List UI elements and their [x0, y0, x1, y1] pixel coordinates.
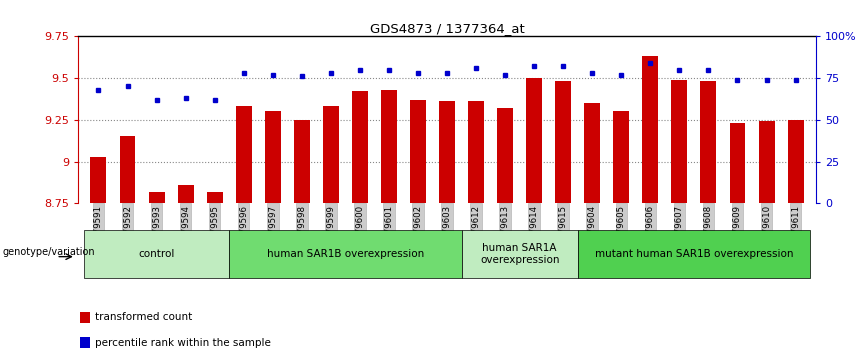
Bar	[614, 111, 629, 203]
Bar	[497, 108, 513, 203]
Text: genotype/variation: genotype/variation	[3, 246, 95, 257]
Bar	[148, 192, 165, 203]
Bar	[787, 120, 804, 203]
Bar	[293, 120, 310, 203]
Bar	[120, 136, 135, 203]
Bar	[265, 111, 280, 203]
Text: percentile rank within the sample: percentile rank within the sample	[95, 338, 271, 347]
FancyBboxPatch shape	[462, 230, 578, 278]
Text: transformed count: transformed count	[95, 312, 192, 322]
Text: mutant human SAR1B overexpression: mutant human SAR1B overexpression	[595, 249, 793, 259]
Bar	[178, 185, 194, 203]
Bar	[236, 106, 252, 203]
Bar	[207, 192, 222, 203]
Bar	[729, 123, 746, 203]
Text: control: control	[138, 249, 174, 259]
Bar	[526, 78, 542, 203]
Bar	[323, 106, 339, 203]
Bar	[80, 311, 90, 323]
FancyBboxPatch shape	[578, 230, 810, 278]
Bar	[700, 81, 716, 203]
Bar	[556, 81, 571, 203]
Text: human SAR1A
overexpression: human SAR1A overexpression	[480, 243, 559, 265]
Title: GDS4873 / 1377364_at: GDS4873 / 1377364_at	[370, 22, 524, 35]
FancyBboxPatch shape	[229, 230, 462, 278]
Bar	[410, 100, 426, 203]
Bar	[90, 156, 107, 203]
Bar	[642, 56, 658, 203]
Bar	[352, 91, 368, 203]
Bar	[468, 101, 484, 203]
Bar	[759, 122, 774, 203]
Bar	[672, 80, 687, 203]
Bar	[584, 103, 601, 203]
Bar	[80, 337, 90, 348]
FancyBboxPatch shape	[84, 230, 229, 278]
Bar	[381, 90, 397, 203]
Text: human SAR1B overexpression: human SAR1B overexpression	[266, 249, 424, 259]
Bar	[439, 101, 455, 203]
